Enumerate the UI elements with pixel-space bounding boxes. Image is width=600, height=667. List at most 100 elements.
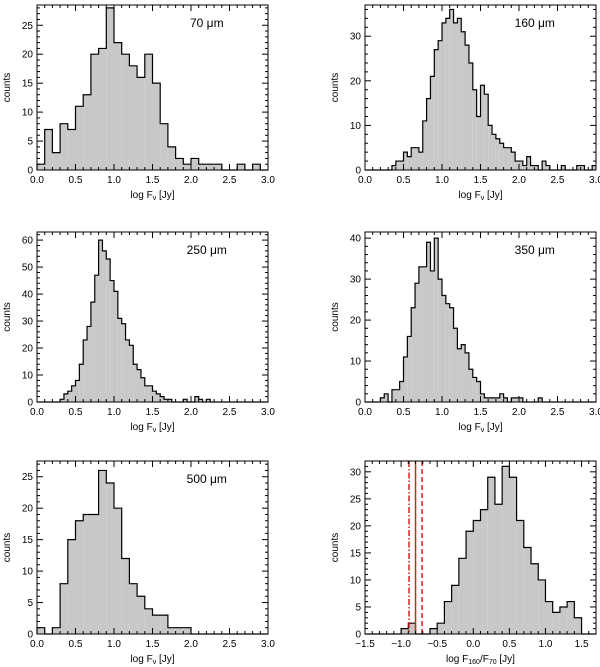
histogram-bar — [476, 116, 481, 170]
histogram-bar — [453, 328, 458, 402]
histogram-bar — [437, 623, 445, 634]
histogram-bar — [44, 129, 53, 170]
histogram-bar — [60, 399, 64, 402]
histogram-bar — [559, 606, 568, 634]
histogram-bar — [144, 608, 153, 634]
histogram-bar — [90, 514, 99, 634]
histogram-bar — [545, 165, 550, 170]
histogram-bar — [140, 377, 145, 402]
histogram-bar — [519, 397, 523, 402]
panel-3: 0.0 0.5 1.0 1.5 2.0 2.5 3.0 0 10 20 30 40 50 60 counts… — [2, 231, 275, 434]
histogram-bar — [152, 83, 161, 170]
histogram-bar — [492, 134, 496, 170]
histogram-bar — [511, 152, 516, 170]
x-tick-label: 1.0 — [435, 175, 449, 186]
histogram-bar — [121, 54, 130, 170]
histogram-bar — [167, 146, 176, 170]
histogram-bar — [516, 520, 524, 634]
y-tick-label: 0 — [355, 398, 361, 409]
histogram-bar — [503, 397, 508, 402]
histogram-bar — [60, 123, 68, 170]
histogram-bar — [160, 396, 165, 402]
x-tick-label: −1.0 — [391, 639, 411, 650]
x-tick-label: 1.5 — [146, 175, 160, 186]
plot-frame — [36, 231, 269, 403]
histogram-bar — [98, 470, 107, 634]
histogram-bar — [492, 397, 496, 402]
y-tick-label: 15 — [22, 535, 34, 546]
histogram-bar — [468, 369, 473, 402]
histogram-bar — [438, 279, 442, 402]
histogram-bar — [430, 76, 435, 170]
histogram-bar — [87, 326, 91, 402]
histogram-bar — [407, 336, 412, 402]
histogram-bar — [445, 18, 450, 171]
histogram-bar — [480, 393, 485, 402]
y-tick-label: 0 — [27, 630, 33, 641]
histogram-bar — [445, 303, 450, 402]
y-tick-label: 30 — [350, 32, 362, 43]
histogram-bar — [75, 380, 80, 402]
histogram-bar — [484, 397, 489, 402]
histogram-bar — [403, 152, 408, 170]
histogram-bar — [411, 147, 416, 170]
histogram-bar — [395, 161, 400, 170]
histogram-bar — [484, 94, 489, 170]
histogram-bar — [183, 627, 191, 634]
histogram-bar — [472, 89, 477, 170]
panel-5: 0.0 0.5 1.0 1.5 2.0 2.5 3.0 0 5 10 15 20 25 counts log… — [2, 460, 275, 666]
histogram-bar — [451, 585, 459, 634]
histogram-bar — [418, 152, 423, 170]
histogram-bar — [71, 385, 76, 402]
x-tick-label: 2.0 — [512, 175, 526, 186]
histogram-bar — [117, 318, 122, 402]
histogram-bar — [110, 280, 114, 402]
x-tick-label: 3.0 — [589, 407, 600, 418]
histogram-bar — [83, 514, 91, 634]
histogram-bar — [384, 393, 389, 402]
histogram-bar — [214, 164, 222, 170]
x-tick-label: 1.0 — [435, 407, 449, 418]
y-tick-label: 10 — [350, 357, 362, 368]
y-tick-label: 60 — [22, 236, 34, 247]
y-axis-title: counts — [2, 302, 13, 331]
histogram-bar — [98, 48, 107, 170]
histogram-bar — [125, 339, 130, 402]
x-tick-label: 0.0 — [466, 639, 480, 650]
histogram-bar — [418, 266, 423, 402]
y-tick-label: 25 — [22, 472, 34, 483]
histogram-bar — [191, 158, 199, 170]
histogram-bar — [401, 628, 409, 634]
panel-1: 0.0 0.5 1.0 1.5 2.0 2.5 3.0 0 5 10 15 20 25 counts log… — [2, 4, 275, 202]
y-tick-label: 40 — [350, 234, 362, 245]
histogram-bar — [133, 364, 138, 402]
histogram-bar — [129, 583, 138, 634]
histogram-bar — [206, 399, 211, 402]
panel-title: 160 μm — [515, 16, 555, 30]
histogram-bar — [106, 483, 114, 634]
histogram-bar — [183, 399, 188, 402]
panel-6: −1.5 −1.0 −0.5 0.0 0.5 1.0 1.5 0 5 10 15 20 25 30 coun… — [330, 460, 597, 666]
y-axis-title: counts — [2, 73, 13, 102]
x-tick-label: 3.0 — [589, 175, 600, 186]
histogram-outline — [37, 239, 268, 403]
histogram-bar — [468, 62, 473, 170]
histogram-bar — [75, 520, 84, 634]
histogram-bar — [252, 164, 261, 170]
histogram-bar — [198, 164, 207, 170]
x-tick-label: 2.5 — [223, 175, 237, 186]
histogram-bar — [545, 601, 553, 634]
histogram-bar — [567, 601, 575, 634]
histogram-bar — [106, 7, 114, 171]
histogram-bar — [408, 623, 416, 634]
histogram-bar — [472, 377, 477, 402]
y-tick-label: 20 — [22, 50, 34, 61]
histogram-bar — [94, 275, 99, 402]
histogram-bar — [403, 356, 408, 402]
histogram-bar — [37, 164, 45, 170]
y-tick-label: 10 — [350, 121, 362, 132]
histogram-bar — [457, 348, 462, 402]
histogram-bar — [114, 291, 118, 402]
histogram-bar — [457, 18, 462, 171]
